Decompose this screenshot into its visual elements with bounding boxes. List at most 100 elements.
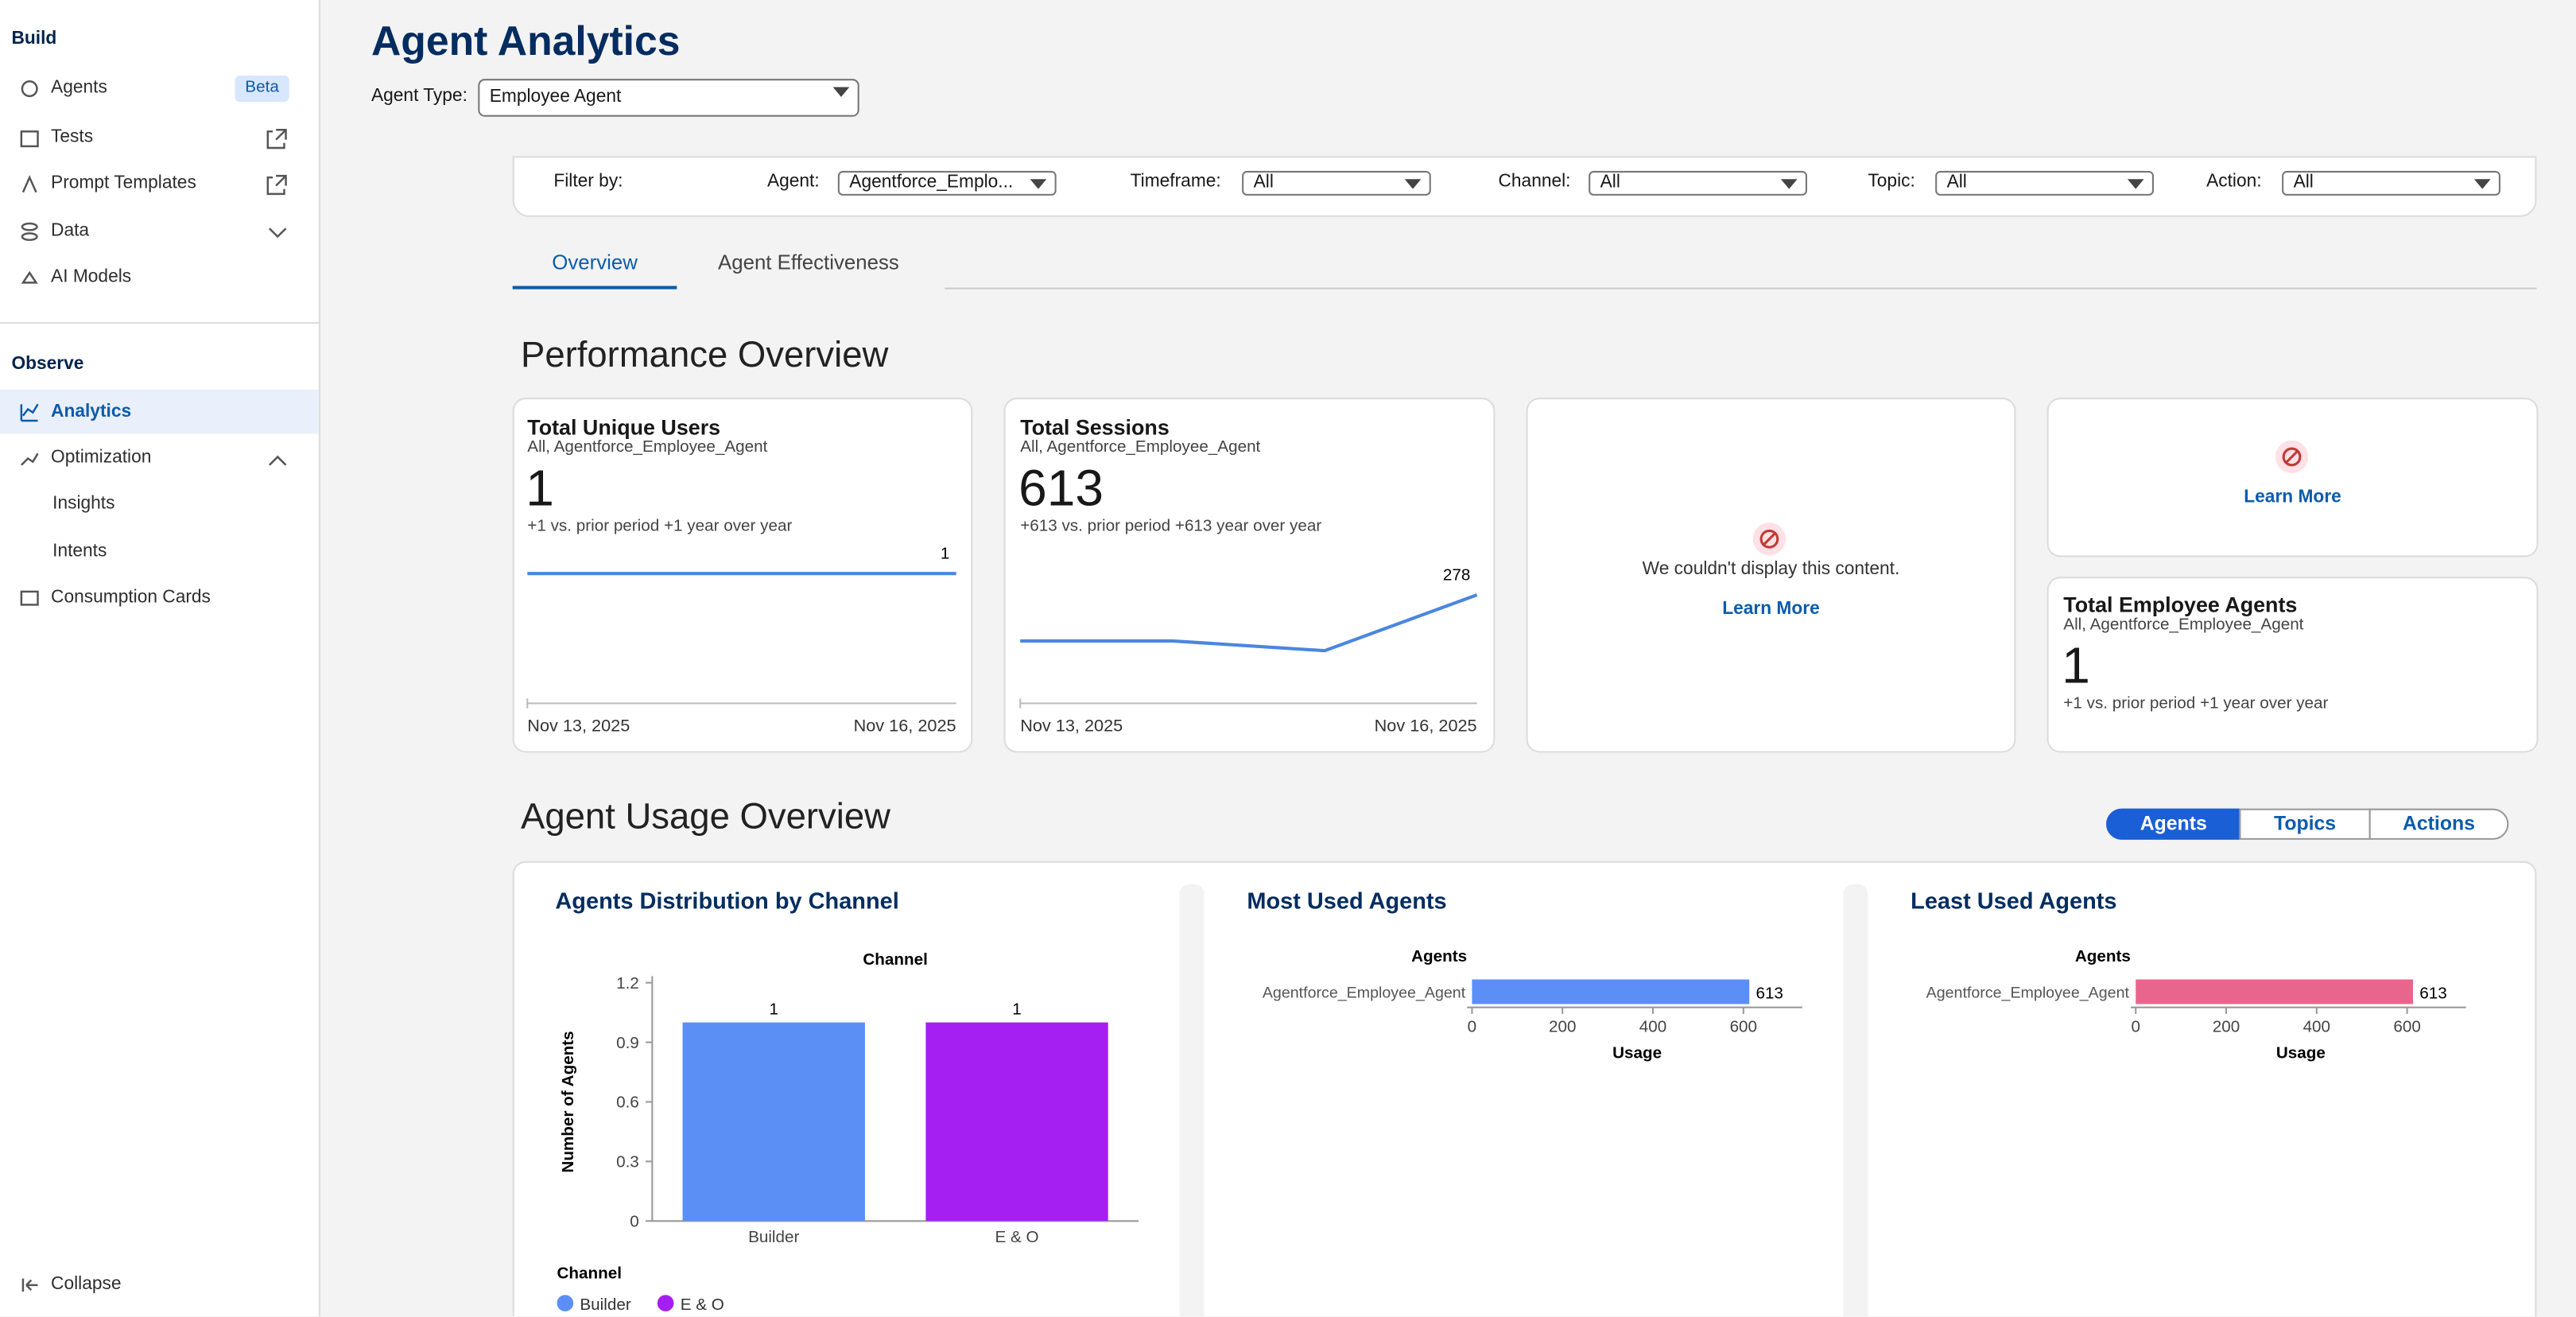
- x-tick-label: 600: [1730, 1018, 1757, 1036]
- chart-title: Most Used Agents: [1247, 887, 1447, 914]
- kpi-value: 613: [1018, 459, 1104, 517]
- panel-divider: [1179, 884, 1205, 1317]
- y-axis-title: Number of Agents: [559, 1031, 577, 1172]
- toggle-button[interactable]: Agents: [2106, 808, 2241, 840]
- filter-name: Timeframe:: [1130, 171, 1221, 192]
- kpi-comparison: +1 vs. prior period +1 year over year: [527, 517, 793, 536]
- bar: [2136, 979, 2413, 1004]
- section-title: Performance Overview: [521, 333, 889, 375]
- agent-type-label: Agent Type:: [370, 86, 467, 107]
- card-subtitle: All, Agentforce_Employee_Agent: [2063, 616, 2304, 635]
- value-label: 1: [769, 1000, 778, 1018]
- y-tick-label: 0.6: [616, 1094, 639, 1112]
- x-tick-label: 0: [2131, 1018, 2140, 1036]
- card-title: Total Unique Users: [527, 414, 721, 440]
- error-card: [1526, 398, 2016, 753]
- x-tick-label: Nov 16, 2025: [854, 716, 956, 736]
- x-tick-label: E & O: [995, 1228, 1039, 1246]
- section-title: Agent Usage Overview: [521, 795, 890, 837]
- legend-swatch: [557, 1295, 574, 1311]
- tab[interactable]: Agent Effectiveness: [717, 251, 899, 274]
- filter-name: Channel:: [1498, 171, 1571, 192]
- y-tick-label: 0.3: [616, 1153, 639, 1171]
- filter-select[interactable]: All: [1589, 170, 1807, 196]
- nav-item[interactable]: Agents: [51, 78, 107, 98]
- y-tick-label: Agentforce_Employee_Agent: [1926, 984, 2130, 1001]
- y-axis-title: Agents: [2075, 947, 2131, 965]
- tab-indicator: [512, 286, 677, 289]
- nav-item[interactable]: Prompt Templates: [51, 173, 196, 193]
- panel-divider: [1843, 884, 1868, 1317]
- filter-name: Action:: [2206, 171, 2262, 192]
- error-icon: [2282, 447, 2302, 467]
- card-subtitle: All, Agentforce_Employee_Agent: [1020, 438, 1261, 457]
- x-tick-label: Nov 13, 2025: [527, 716, 630, 736]
- value-label: 278: [1443, 565, 1470, 584]
- learn-more-link[interactable]: Learn More: [1722, 599, 1820, 619]
- x-tick-label: 200: [2213, 1018, 2240, 1036]
- kpi-card: [2046, 577, 2539, 753]
- collapse-button[interactable]: Collapse: [51, 1274, 122, 1295]
- filter-select[interactable]: All: [1242, 170, 1431, 196]
- active-highlight: [0, 389, 319, 434]
- y-tick-label: 0.9: [616, 1034, 639, 1052]
- bar: [682, 1022, 865, 1222]
- nav-item[interactable]: AI Models: [51, 266, 132, 287]
- nav-item[interactable]: Insights: [52, 493, 115, 514]
- filter-label: Filter by:: [553, 171, 623, 192]
- sidebar: Build Agents Beta Tests Prompt Templates…: [0, 0, 320, 1317]
- x-axis-title: Usage: [1612, 1044, 1662, 1063]
- y-axis-title: Agents: [1411, 947, 1467, 965]
- nav-item[interactable]: Consumption Cards: [51, 587, 211, 608]
- nav-item[interactable]: Analytics: [51, 402, 132, 422]
- x-tick-label: 200: [1549, 1018, 1576, 1036]
- nav-item[interactable]: Tests: [51, 127, 94, 147]
- kpi-value: 1: [2062, 636, 2090, 695]
- filter-select[interactable]: Agentforce_Emplo...: [837, 170, 1057, 196]
- nav-item[interactable]: Optimization: [51, 448, 152, 468]
- section-heading: Observe: [11, 354, 84, 375]
- legend-title: Channel: [557, 1265, 622, 1283]
- y-tick-label: Agentforce_Employee_Agent: [1263, 984, 1466, 1001]
- value-label: 1: [941, 545, 950, 563]
- nav-item[interactable]: Intents: [52, 541, 107, 561]
- chart-title: Least Used Agents: [1911, 887, 2117, 914]
- learn-more-link[interactable]: Learn More: [2244, 487, 2341, 507]
- legend-label: E & O: [681, 1296, 724, 1314]
- x-tick-label: 600: [2393, 1018, 2420, 1036]
- error-icon: [1763, 532, 1776, 546]
- filter-name: Topic:: [1868, 171, 1915, 192]
- x-tick-label: 400: [2303, 1018, 2330, 1036]
- legend-label: Builder: [580, 1296, 630, 1314]
- toggle-button[interactable]: Actions: [2368, 808, 2509, 840]
- sidebar-icons: [20, 80, 287, 1292]
- value-label: 613: [1755, 984, 1783, 1002]
- badge: Beta: [235, 76, 289, 103]
- x-tick-label: 400: [1639, 1018, 1666, 1036]
- kpi-value: 1: [526, 459, 554, 517]
- legend-swatch: [657, 1295, 674, 1311]
- divider: [0, 322, 319, 324]
- section-heading: Build: [11, 29, 57, 49]
- kpi-comparison: +1 vs. prior period +1 year over year: [2063, 695, 2329, 713]
- card-subtitle: All, Agentforce_Employee_Agent: [527, 438, 768, 457]
- toggle-button[interactable]: Topics: [2239, 808, 2371, 840]
- kpi-comparison: +613 vs. prior period +613 year over yea…: [1020, 517, 1322, 536]
- filter-select[interactable]: All: [2282, 170, 2500, 196]
- y-tick-label: 0: [630, 1213, 639, 1231]
- chart-header: Channel: [863, 950, 928, 969]
- filter-select[interactable]: All: [1935, 170, 2154, 196]
- y-tick-label: 1.2: [616, 974, 639, 993]
- value-label: 613: [2419, 984, 2446, 1002]
- page-title: Agent Analytics: [370, 18, 681, 65]
- x-tick-label: Nov 13, 2025: [1020, 716, 1123, 736]
- agent-type-select[interactable]: Employee Agent: [478, 79, 859, 117]
- nav-item[interactable]: Data: [51, 220, 90, 241]
- tab[interactable]: Overview: [552, 251, 638, 274]
- x-tick-label: Nov 16, 2025: [1375, 716, 1477, 736]
- error-message: We couldn't display this content.: [1642, 559, 1900, 580]
- filter-name: Agent:: [766, 171, 820, 192]
- bar: [1472, 979, 1750, 1004]
